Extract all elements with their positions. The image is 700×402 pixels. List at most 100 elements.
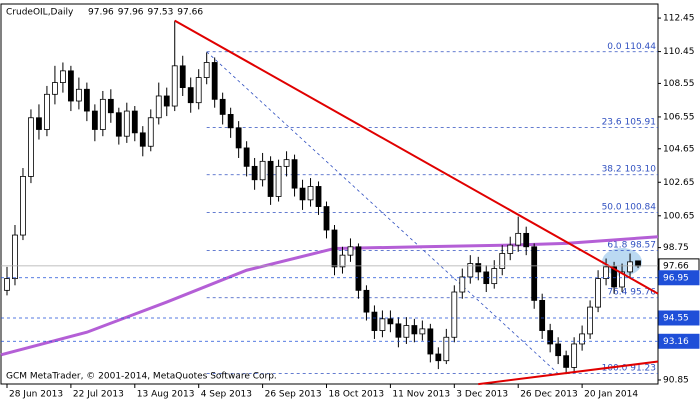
candle-body (331, 229, 338, 268)
y-tick-label: 102.65 (663, 178, 695, 188)
chart-title: CrudeOIL,Daily (6, 8, 74, 18)
candle-body (443, 336, 450, 362)
candle-body (235, 127, 242, 149)
candle-body (595, 278, 601, 308)
candle-body (451, 291, 458, 338)
candle-body (115, 112, 122, 137)
fib-label: 38.2 103.10 (602, 164, 657, 174)
candle-body (379, 318, 386, 331)
plot: 0.0 110.44 23.6 105.91 38.2 103.10 50.0 100… (0, 19, 659, 386)
x-tick-label: 20 Jan 2014 (584, 390, 638, 400)
candle-body (219, 98, 226, 115)
candle-body (227, 114, 234, 129)
candle-body (52, 82, 58, 95)
candle-body (251, 165, 258, 181)
candle-body (339, 254, 346, 268)
x-tick-label: 4 Sep 2013 (201, 390, 252, 400)
trendline (478, 360, 659, 386)
fib-label: 23.6 105.91 (602, 117, 656, 127)
y-tick-label: 106.55 (663, 112, 695, 122)
candle-body (123, 110, 130, 137)
candle-body (283, 159, 290, 167)
y-tick-label: 108.55 (663, 79, 695, 89)
fib-label: 61.8 98.57 (607, 240, 656, 250)
footer: GCM MetaTrader, © 2001-2014, MetaQuotes … (6, 372, 277, 382)
candle-body (523, 232, 530, 248)
candle-body (539, 299, 546, 331)
candle-body (163, 95, 170, 107)
candle-body (131, 110, 138, 134)
header-value: 97.53 (148, 8, 174, 18)
candle-body (315, 186, 322, 207)
candle-body (459, 276, 466, 293)
candle-body (627, 261, 633, 273)
price-box (658, 310, 700, 326)
x-tick-label: 22 Jul 2013 (73, 390, 124, 400)
x-tick-label: 26 Sep 2013 (265, 390, 322, 400)
price-box (658, 333, 700, 349)
fib-label: 50.0 100.84 (602, 202, 657, 212)
header-value: 97.96 (88, 8, 114, 18)
candle-body (195, 77, 202, 104)
x-tick-label: 3 Dec 2013 (456, 390, 508, 400)
plot-frame (0, 3, 659, 385)
fib-level-text: 61.8 (607, 240, 627, 250)
candle-body (139, 132, 146, 147)
fib-diagonal (206, 51, 559, 374)
fib-level-text: 23.6 (602, 117, 622, 127)
candle-body (171, 65, 178, 107)
candle-body (507, 244, 514, 254)
price-label: 93.16 (663, 337, 689, 347)
candle-body (499, 253, 506, 269)
candle-body (563, 355, 570, 368)
candle-body (635, 260, 641, 267)
candle-body (83, 88, 90, 112)
fib-level-value: 91.23 (630, 363, 656, 373)
candle-body (387, 318, 394, 325)
candle-body (155, 95, 162, 119)
candle-body (36, 117, 42, 130)
candle-body (571, 343, 578, 368)
candle-body (28, 117, 34, 177)
fib-level-text: 38.2 (602, 164, 622, 174)
candle-body (611, 266, 617, 288)
fib-level-text: 50.0 (602, 202, 622, 212)
candle-body (107, 98, 114, 114)
candle-body (291, 159, 298, 189)
candle-body (515, 232, 522, 246)
candle-body (187, 87, 194, 104)
fib-level-value: 105.91 (625, 117, 657, 127)
price-label: 94.55 (663, 313, 689, 323)
candle-body (99, 98, 106, 130)
candle-body (491, 268, 498, 285)
candle-body (299, 187, 306, 201)
candle-body (323, 206, 330, 231)
candle-body (371, 311, 378, 331)
candle-body (435, 353, 442, 362)
y-tick-label: 110.45 (663, 47, 695, 57)
candle-body (243, 147, 250, 167)
fib-label: 76.4 95.76 (607, 287, 656, 297)
candle-body (403, 325, 410, 338)
candle-body (67, 70, 74, 102)
fib-level-text: 100.0 (602, 363, 628, 373)
candle-body (347, 246, 354, 256)
fib-level-value: 110.44 (625, 41, 657, 51)
fib-level-value: 100.84 (625, 202, 657, 212)
price-box (658, 270, 700, 286)
candle-body (44, 93, 50, 130)
fib-level-value: 98.57 (630, 240, 656, 250)
candle-body (12, 234, 18, 280)
x-tick-label: 26 Dec 2013 (520, 390, 578, 400)
candle-body (91, 110, 98, 130)
candle-body (475, 263, 482, 273)
candle-body (267, 160, 274, 197)
candle-body (211, 62, 218, 100)
candle-body (259, 160, 266, 181)
y-tick-label: 90.85 (663, 375, 689, 385)
fib-level-value: 95.76 (630, 287, 656, 297)
x-tick-label: 11 Nov 2013 (392, 390, 450, 400)
candle-body (307, 186, 314, 201)
fib-level-text: 0.0 (607, 41, 622, 51)
